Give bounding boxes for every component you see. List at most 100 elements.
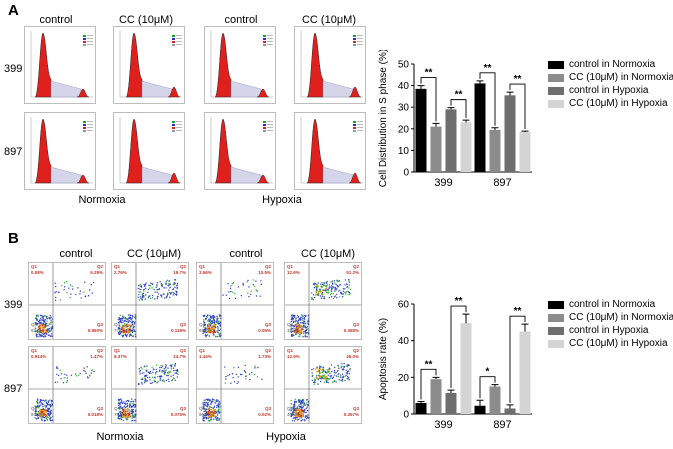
quadrant-q3-label: Q3 [352, 322, 359, 327]
quadrant-q4-label: Q4 [287, 322, 294, 327]
error-bar [462, 313, 470, 324]
dot-plot [112, 263, 188, 339]
panel-a-label: A [8, 2, 19, 19]
bar [415, 88, 427, 172]
histogram-plot [30, 31, 93, 98]
panel-a-row-label-1: 399 [4, 63, 23, 75]
quadrant-q1-value: 12.6% [287, 270, 300, 275]
legend-label: control in Hypoxia [569, 85, 649, 96]
error-bar [506, 91, 514, 96]
flow-cytometry-plot: Q1 0.08% Q2 6.29% Q3 0.960% Q4 93.5% [28, 262, 106, 340]
quadrant-q4-value: 78.8% [114, 412, 127, 417]
quadrant-q4-value: 77.5% [114, 328, 127, 333]
cell-cycle-histogram [294, 26, 366, 104]
quadrant-q4-value: 40.8% [287, 412, 300, 417]
panel-a-group-normoxia: Normoxia [78, 194, 126, 206]
dot-plot [285, 263, 361, 339]
bar [415, 403, 427, 414]
flow-cytometry-plot: Q1 0.914% Q2 1.47% Q3 0.018% Q4 97.6% [28, 346, 106, 424]
quadrant-q3-label: Q3 [96, 322, 103, 327]
histogram-plot [300, 117, 363, 184]
error-bar [447, 389, 455, 393]
quadrant-q2-value: 51.2% [346, 270, 359, 275]
y-tick-label: 50 [398, 60, 410, 71]
histogram-plot [210, 31, 273, 98]
significance-bracket [420, 77, 437, 122]
x-tick-label: 399 [434, 419, 452, 431]
quadrant-q4-label: Q4 [199, 322, 206, 327]
flow-cytometry-plot: Q1 12.6% Q2 51.2% Q3 0.368% Q4 35.8% [284, 262, 362, 340]
legend-item: control in Hypoxia [548, 324, 673, 337]
cell-cycle-histogram [204, 112, 276, 190]
legend-item: CC (10μM) in Normoxia [548, 71, 673, 84]
quadrant-q2-label: Q2 [96, 264, 103, 269]
quadrant-q2-label: Q2 [352, 348, 359, 353]
quadrant-q4-label: Q4 [31, 322, 38, 327]
histogram-plot [119, 31, 182, 98]
legend-swatch [548, 326, 564, 335]
bar [445, 392, 457, 414]
legend-item: control in Normoxia [548, 58, 673, 71]
significance-marker: * [486, 367, 490, 378]
y-tick-label: 30 [398, 103, 410, 114]
chart-s-phase: 0 10 20 30 40 50 Cell Distribution in S phase … [378, 49, 538, 195]
quadrant-q2-label: Q2 [179, 264, 186, 269]
panel-b-group-hypoxia: Hypoxia [266, 431, 306, 443]
panel-b-label: B [8, 230, 19, 247]
y-tick-label: 20 [398, 124, 410, 135]
panel-a-col-label-2: CC (10μM) [118, 14, 173, 26]
y-tick-label: 0 [403, 410, 409, 421]
x-tick-label: 897 [493, 419, 511, 431]
quadrant-q2-value: 1.47% [90, 354, 103, 359]
legend-item: CC (10μM) in Normoxia [548, 311, 673, 324]
quadrant-q4-value: 97.6% [31, 412, 44, 417]
y-tick-label: 40 [398, 81, 410, 92]
significance-bracket [450, 99, 467, 119]
bar [489, 129, 501, 172]
error-bar [491, 384, 499, 387]
quadrant-q2-label: Q2 [352, 264, 359, 269]
significance-marker: ** [514, 306, 522, 317]
x-tick-label: 897 [493, 177, 511, 189]
quadrant-q3-value: 0.075% [170, 412, 186, 417]
quadrant-q4-label: Q4 [199, 406, 206, 411]
panel-b-row-label-1: 399 [4, 299, 23, 311]
bar [489, 386, 501, 414]
quadrant-q3-value: 0.357% [343, 412, 359, 417]
legend-label: control in Normoxia [569, 299, 656, 310]
quadrant-q3-value: 0.02% [258, 412, 271, 417]
legend-s-phase: control in Normoxia CC (10μM) in Normoxia… [548, 58, 673, 110]
flow-cytometry-plot: Q1 1.44% Q2 1.73% Q3 0.02% Q4 96.8% [196, 346, 274, 424]
quadrant-q4-value: 93.5% [31, 328, 44, 333]
quadrant-q4-value: 85.8% [199, 328, 212, 333]
histogram-plot [210, 117, 273, 184]
quadrant-q2-value: 14.7% [173, 354, 186, 359]
quadrant-q4-label: Q4 [31, 406, 38, 411]
quadrant-q1-label: Q1 [114, 264, 121, 269]
panel-b-group-normoxia: Normoxia [96, 431, 144, 443]
significance-bracket [479, 72, 496, 126]
quadrant-q1-value: 6.37% [114, 354, 127, 359]
flow-cytometry-plot: Q1 2.76% Q2 19.7% Q3 0.119% Q4 77.5% [111, 262, 189, 340]
bar [519, 132, 531, 172]
error-bar [432, 122, 440, 127]
quadrant-q2-value: 19.7% [173, 270, 186, 275]
quadrant-q1-label: Q1 [199, 348, 206, 353]
dot-plot [29, 347, 105, 423]
panel-b-col-label-2: CC (10μM) [126, 248, 181, 260]
error-bar [521, 323, 529, 332]
significance-bracket [509, 83, 526, 130]
quadrant-q2-value: 10.5% [258, 270, 271, 275]
quadrant-q1-label: Q1 [31, 348, 38, 353]
legend-label: CC (10μM) in Normoxia [569, 72, 673, 83]
plot-area: 0 10 20 30 40 50 Cell Distribution in S phase … [378, 49, 532, 189]
quadrant-q1-value: 1.44% [199, 354, 212, 359]
panel-a-col-label-4: CC (10μM) [301, 14, 356, 26]
error-bar [506, 404, 514, 409]
quadrant-q3-value: 0.018% [87, 412, 103, 417]
legend-item: control in Normoxia [548, 298, 673, 311]
cell-cycle-histogram [113, 112, 185, 190]
panel-a-row-label-2: 897 [4, 146, 23, 158]
quadrant-q3-value: 0.05% [258, 328, 271, 333]
